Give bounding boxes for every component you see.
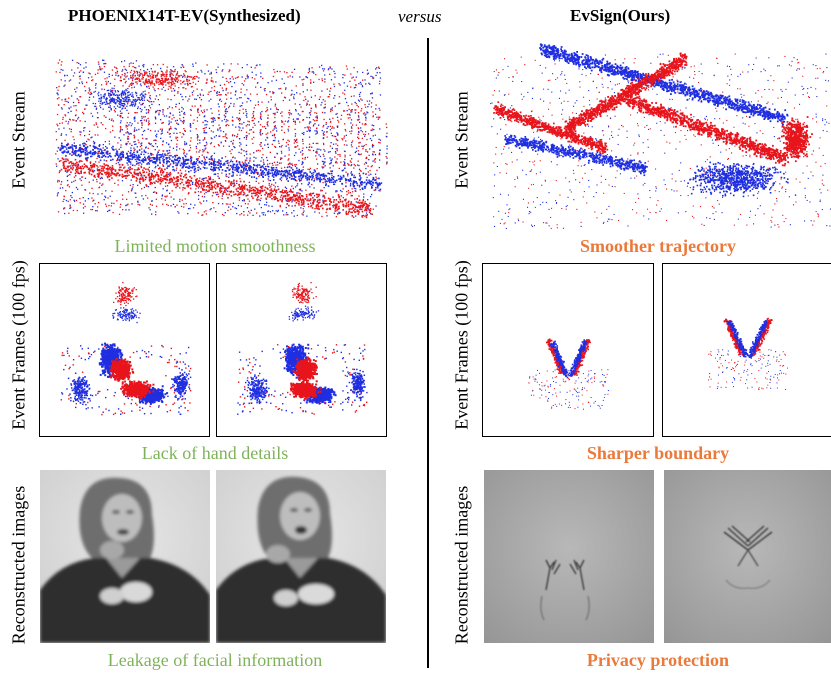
reconstructed-person-1 bbox=[40, 470, 210, 643]
reconstructed-person-2 bbox=[216, 470, 386, 643]
caption-privacy-protection: Privacy protection bbox=[586, 650, 730, 670]
event-frame-synthesized-1 bbox=[39, 263, 210, 437]
reconstructed-image-synthesized-1 bbox=[40, 470, 210, 643]
event-frame-synthesized-2 bbox=[216, 263, 387, 437]
event-frame-evsign-2-plot bbox=[708, 317, 788, 390]
row-label-event-frames-right: Event Frames (100 fps) bbox=[451, 260, 472, 430]
event-stream-evsign bbox=[485, 38, 831, 233]
reconstructed-image-evsign-2 bbox=[664, 470, 831, 643]
event-frame-evsign-1-plot bbox=[528, 338, 609, 410]
reconstructed-image-synthesized-2 bbox=[216, 470, 386, 643]
row-label-reconstructed-right: Reconstructed images bbox=[451, 485, 472, 645]
left-column-title: PHOENIX14T-EV(Synthesized) bbox=[68, 6, 301, 25]
row-label-event-frames-left: Event Frames (100 fps) bbox=[8, 260, 29, 430]
reconstructed-hands-2 bbox=[664, 470, 831, 643]
event-frame-synthesized-2-plot bbox=[237, 282, 368, 415]
right-column-title: EvSign(Ours) bbox=[570, 6, 671, 25]
reconstructed-hands-1 bbox=[484, 470, 654, 643]
row-label-event-stream-left: Event Stream bbox=[8, 91, 29, 189]
caption-leakage-facial: Leakage of facial information bbox=[107, 650, 323, 670]
caption-sharper-boundary: Sharper boundary bbox=[586, 443, 730, 463]
event-stream-synthesized-plot bbox=[55, 59, 388, 219]
event-frame-evsign-1 bbox=[482, 263, 654, 437]
event-frame-synthesized-1-plot bbox=[60, 281, 192, 416]
caption-smoother-trajectory: Smoother trajectory bbox=[579, 236, 737, 256]
reconstructed-image-evsign-1 bbox=[484, 470, 654, 643]
event-stream-synthesized bbox=[40, 38, 390, 233]
row-label-reconstructed-left: Reconstructed images bbox=[8, 485, 29, 645]
column-divider bbox=[427, 38, 429, 668]
event-frame-evsign-2 bbox=[662, 263, 831, 437]
row-label-event-stream-right: Event Stream bbox=[451, 91, 472, 189]
versus-label: versus bbox=[398, 7, 442, 26]
caption-lack-hand-details: Lack of hand details bbox=[141, 443, 289, 463]
caption-limited-motion: Limited motion smoothness bbox=[114, 236, 316, 256]
event-stream-evsign-plot bbox=[490, 43, 831, 229]
